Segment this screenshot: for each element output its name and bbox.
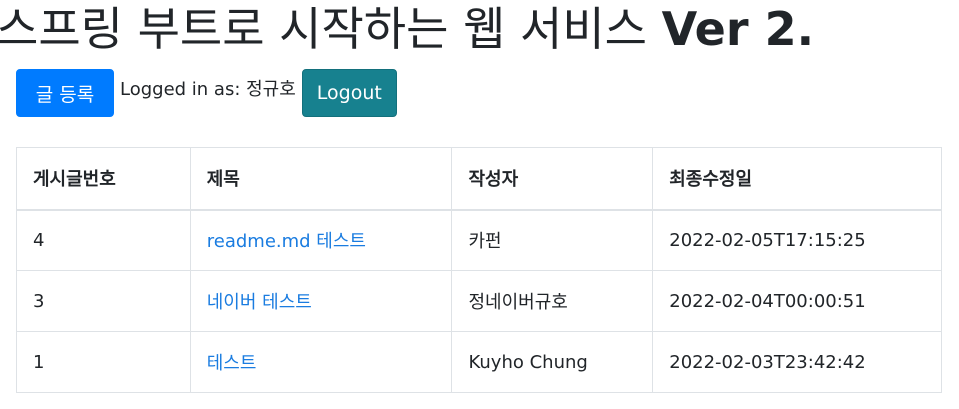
column-header-title: 제목 xyxy=(189,147,453,211)
post-title-cell: 테스트 xyxy=(189,331,453,393)
post-author: Kuyho Chung xyxy=(451,331,654,393)
post-modified-date: 2022-02-05T17:15:25 xyxy=(652,209,942,271)
post-title-link[interactable]: 테스트 xyxy=(206,353,257,374)
toolbar: 글 등록 Logged in as: 정규호 Logout xyxy=(16,69,397,117)
page-title: 스프링 부트로 시작하는 웹 서비스 Ver 2. xyxy=(0,0,814,64)
column-header-id: 게시글번호 xyxy=(16,147,191,211)
post-id: 3 xyxy=(16,270,191,332)
post-author: 카펀 xyxy=(451,209,654,271)
post-title-cell: 네이버 테스트 xyxy=(189,270,453,332)
posts-table: 게시글번호 제목 작성자 최종수정일 4 readme.md 테스트 카펀 20… xyxy=(16,147,942,393)
table-body: 4 readme.md 테스트 카펀 2022-02-05T17:15:25 3… xyxy=(16,209,942,393)
table-row: 4 readme.md 테스트 카펀 2022-02-05T17:15:25 xyxy=(16,209,942,271)
post-modified-date: 2022-02-03T23:42:42 xyxy=(652,331,942,393)
post-title-link[interactable]: readme.md 테스트 xyxy=(206,231,366,253)
post-title-link[interactable]: 네이버 테스트 xyxy=(206,292,312,313)
logged-in-prefix: Logged in as: xyxy=(120,79,247,100)
login-info: Logged in as: 정규호 xyxy=(120,75,296,101)
column-header-modified: 최종수정일 xyxy=(652,147,942,211)
user-name: 정규호 xyxy=(246,79,296,100)
table-header-row: 게시글번호 제목 작성자 최종수정일 xyxy=(16,147,942,211)
page-title-main: 스프링 부트로 시작하는 웹 서비스 xyxy=(0,2,662,56)
table-row: 1 테스트 Kuyho Chung 2022-02-03T23:42:42 xyxy=(16,331,942,393)
page-title-version: Ver 2. xyxy=(661,2,815,56)
column-header-author: 작성자 xyxy=(451,147,654,211)
logout-button[interactable]: Logout xyxy=(301,69,397,117)
register-post-button[interactable]: 글 등록 xyxy=(16,69,114,117)
post-title-cell: readme.md 테스트 xyxy=(189,209,453,271)
post-id: 1 xyxy=(16,331,191,393)
table-row: 3 네이버 테스트 정네이버규호 2022-02-04T00:00:51 xyxy=(16,270,942,332)
post-author: 정네이버규호 xyxy=(451,270,654,332)
post-id: 4 xyxy=(16,209,191,271)
post-modified-date: 2022-02-04T00:00:51 xyxy=(652,270,942,332)
table-header: 게시글번호 제목 작성자 최종수정일 xyxy=(16,147,942,211)
